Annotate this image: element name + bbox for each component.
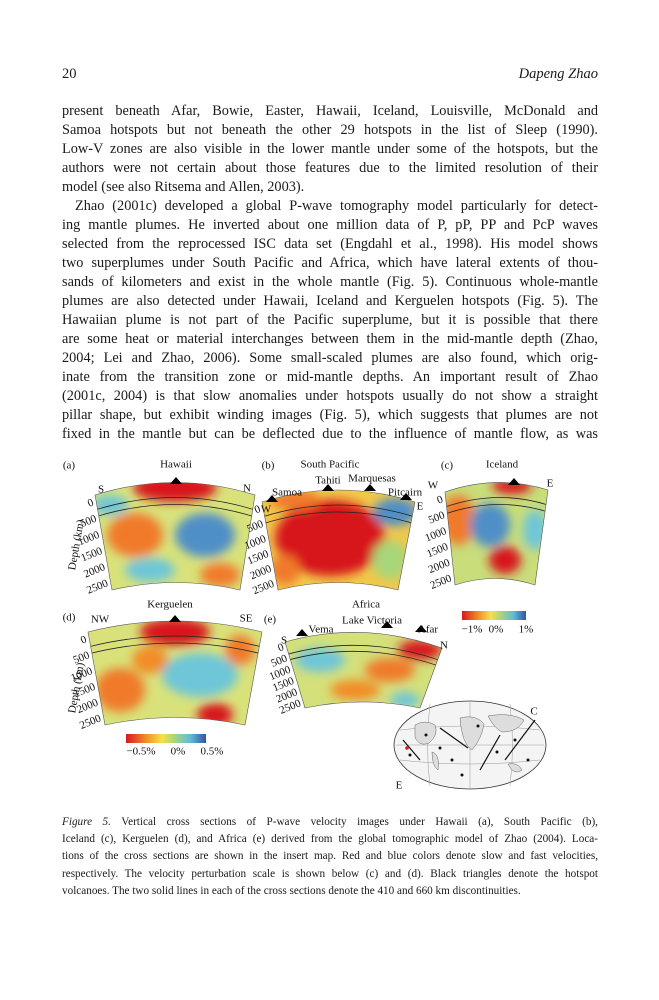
section-b (262, 490, 415, 590)
section-outline (444, 482, 549, 586)
depth-label: 0 (276, 641, 286, 654)
depth-label: 500 (427, 509, 447, 526)
place-label: Tahiti (315, 475, 341, 487)
direction-label: S (281, 635, 287, 647)
direction-label: N (440, 640, 448, 652)
depth-label: 500 (269, 652, 289, 669)
depth-label: 0 (79, 633, 89, 646)
map-label: E (396, 780, 403, 792)
text-line: authors were not certain about those fea… (62, 160, 598, 176)
direction-label: N (243, 483, 251, 495)
text-line: Samoa hotspots but not beneath the other… (62, 122, 598, 138)
place-label: Vema (308, 624, 333, 636)
direction-label: E (547, 478, 554, 490)
section-outline (87, 620, 263, 726)
text-line: pillar shape, but exhibit winding images… (62, 407, 598, 423)
depth-label: 500 (72, 649, 92, 666)
text-line: Low-V zones are also visible in the lowe… (62, 141, 598, 157)
depth-label: 0 (86, 496, 96, 509)
panel-label: (d) (63, 612, 76, 624)
depth-label: 500 (245, 518, 265, 535)
scale-label: −0.5% (126, 746, 155, 758)
panel-title: Kerguelen (147, 599, 193, 611)
place-label: Samoa (272, 487, 302, 499)
text-line: selected from the reprocessed ISC data s… (62, 236, 598, 252)
scale-label: 1% (519, 624, 534, 636)
caption-label: Figure 5. (62, 816, 111, 828)
scale-label: −1% (462, 624, 483, 636)
section-e (285, 632, 442, 708)
text-line: (2001c, 2004) is that slow anomalies und… (62, 388, 598, 404)
text-line: 2004; Lei and Zhao, 2006). Some small-sc… (62, 350, 598, 366)
caption-line: volcanoes. The two solid lines in each o… (62, 884, 521, 897)
caption-line: tions of the cross sections are shown in… (62, 850, 598, 863)
panel-title: South Pacific (301, 459, 360, 471)
text-line: inate from the transition zone or mid-ma… (62, 369, 598, 385)
caption-line: Figure 5. Vertical cross sections of P-w… (62, 815, 598, 830)
place-label: Pitcairn (388, 487, 423, 499)
text-line: fixed in the mantle but can be deflected… (62, 426, 598, 442)
map-label: C (530, 706, 537, 718)
section-c (445, 482, 548, 585)
insert-map (393, 700, 547, 790)
panel-label: (b) (262, 460, 275, 472)
color-scale (462, 611, 526, 620)
color-scale (126, 734, 206, 743)
running-head: Dapeng Zhao (518, 66, 598, 82)
depth-label: 0 (435, 493, 445, 506)
scale-label: 0% (489, 624, 504, 636)
direction-label: W (261, 504, 272, 516)
text-line: Hawaiian plume is not part of the Pacifi… (62, 312, 598, 328)
scale-label: 0.5% (201, 746, 224, 758)
caption-line: respectively. The velocity perturbation … (62, 867, 598, 880)
text-line: model (see also Ritsema and Allen, 2003)… (62, 179, 305, 195)
hotspot-triangle (170, 477, 182, 484)
section-outline (94, 482, 256, 591)
direction-label: S (98, 484, 104, 496)
depth-label: 2500 (85, 577, 110, 597)
place-label: Lake Victoria (342, 615, 402, 627)
text-line: sands of kilometers and exist in the who… (62, 274, 598, 290)
depth-label: 500 (79, 513, 99, 530)
page-number: 20 (62, 66, 77, 82)
place-label: Marquesas (348, 473, 396, 485)
caption-text: Vertical cross sections of P-wave veloci… (121, 816, 598, 828)
direction-label: NW (91, 614, 110, 626)
caption-line: Iceland (c), Kerguelen (d), and Africa (… (62, 833, 598, 846)
text-line: present beneath Afar, Bowie, Easter, Haw… (62, 103, 598, 119)
text-line: plumes are also detected under Hawaii, I… (62, 293, 598, 309)
text-line: ing mantle plumes. He inverted about one… (62, 217, 598, 233)
panel-title: Iceland (486, 459, 519, 471)
panel-title: Hawaii (160, 459, 192, 471)
depth-label: 2500 (78, 712, 103, 732)
panel-title: Africa (352, 599, 380, 611)
text-line: are some heat or material interchanges b… (62, 331, 598, 347)
panel-label: (c) (441, 460, 454, 472)
depth-label: 0 (253, 503, 263, 516)
text-line: Zhao (2001c) developed a global P-wave t… (75, 198, 598, 214)
text-line: two superplumes under South Pacific and … (62, 255, 598, 271)
section-outline (261, 489, 416, 591)
direction-label: W (428, 480, 439, 492)
direction-label: E (417, 501, 424, 513)
panel-label: (a) (63, 460, 76, 472)
section-d (88, 621, 262, 725)
hotspot-triangle (508, 478, 520, 485)
hotspot-triangle (169, 615, 181, 622)
section-outline (284, 632, 443, 709)
place-label: Afar (418, 624, 438, 636)
scale-label: 0% (171, 746, 186, 758)
section-a (95, 482, 255, 590)
direction-label: SE (240, 613, 253, 625)
panel-label: (e) (264, 614, 277, 626)
